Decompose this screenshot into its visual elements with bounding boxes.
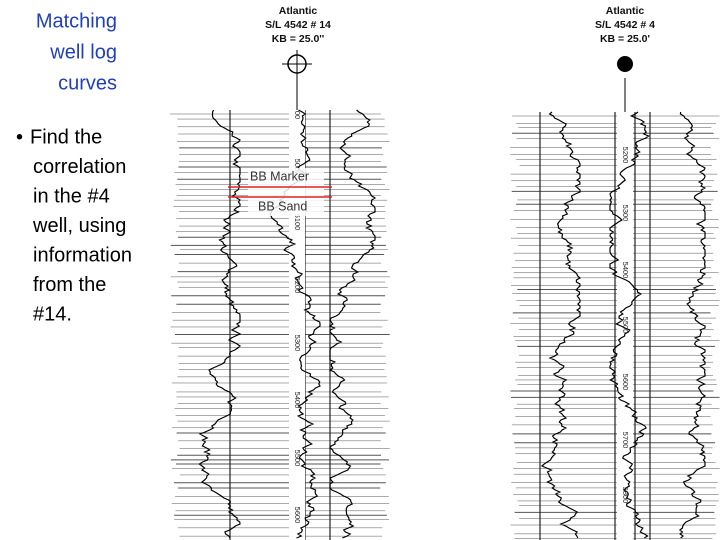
depth-label: 5600 <box>293 507 302 524</box>
log-curve <box>328 109 377 539</box>
log-curve <box>198 109 242 539</box>
marker-label: BB Marker <box>250 169 309 183</box>
marker-label-bg <box>248 168 324 216</box>
depth-label: 5300 <box>621 205 630 222</box>
well-header: S/L 4542 # 14 <box>265 19 331 31</box>
depth-label: 5500 <box>621 317 630 334</box>
log-panel <box>510 111 720 540</box>
well-header: KB = 25.0' <box>600 33 650 45</box>
depth-label: 5300 <box>293 335 302 352</box>
well-header: Atlantic <box>606 5 645 17</box>
depth-label: 5400 <box>621 262 630 279</box>
log-panel <box>170 109 390 540</box>
depth-label: 5000 <box>293 159 302 176</box>
bullet-line: in the #4 <box>33 185 110 207</box>
bullet-line: information <box>33 244 132 266</box>
well-header: KB = 25.0'' <box>272 33 325 45</box>
title-line: curves <box>58 72 117 94</box>
depth-label: 5400 <box>293 392 302 409</box>
well-14-symbol <box>282 50 312 110</box>
depth-label: 00 <box>293 111 302 119</box>
well-header: Atlantic <box>279 5 318 17</box>
log-curve <box>678 111 707 539</box>
well-4-symbol <box>617 56 633 112</box>
bullet-marker: • <box>16 126 23 148</box>
log-curve <box>608 111 650 539</box>
marker-label: BB Sand <box>258 199 307 213</box>
bullet-line: Find the <box>30 126 102 148</box>
log-curve <box>540 111 582 539</box>
depth-label: 5800 <box>621 487 630 504</box>
depth-label: 5100 <box>293 214 302 231</box>
well-header: S/L 4542 # 4 <box>595 19 655 31</box>
bullet-line: from the <box>33 274 106 296</box>
title-line: Matching <box>36 10 117 32</box>
depth-label: 5700 <box>621 432 630 449</box>
depth-label: 5200 <box>293 277 302 294</box>
bullet-line: well, using <box>32 215 126 237</box>
bullet-line: correlation <box>33 156 126 178</box>
depth-track <box>289 110 305 540</box>
depth-label: 5500 <box>293 450 302 467</box>
bullet-line: #14. <box>33 303 72 325</box>
depth-label: 5600 <box>621 374 630 391</box>
depth-label: 5200 <box>621 147 630 164</box>
title-line: well log <box>49 41 117 63</box>
